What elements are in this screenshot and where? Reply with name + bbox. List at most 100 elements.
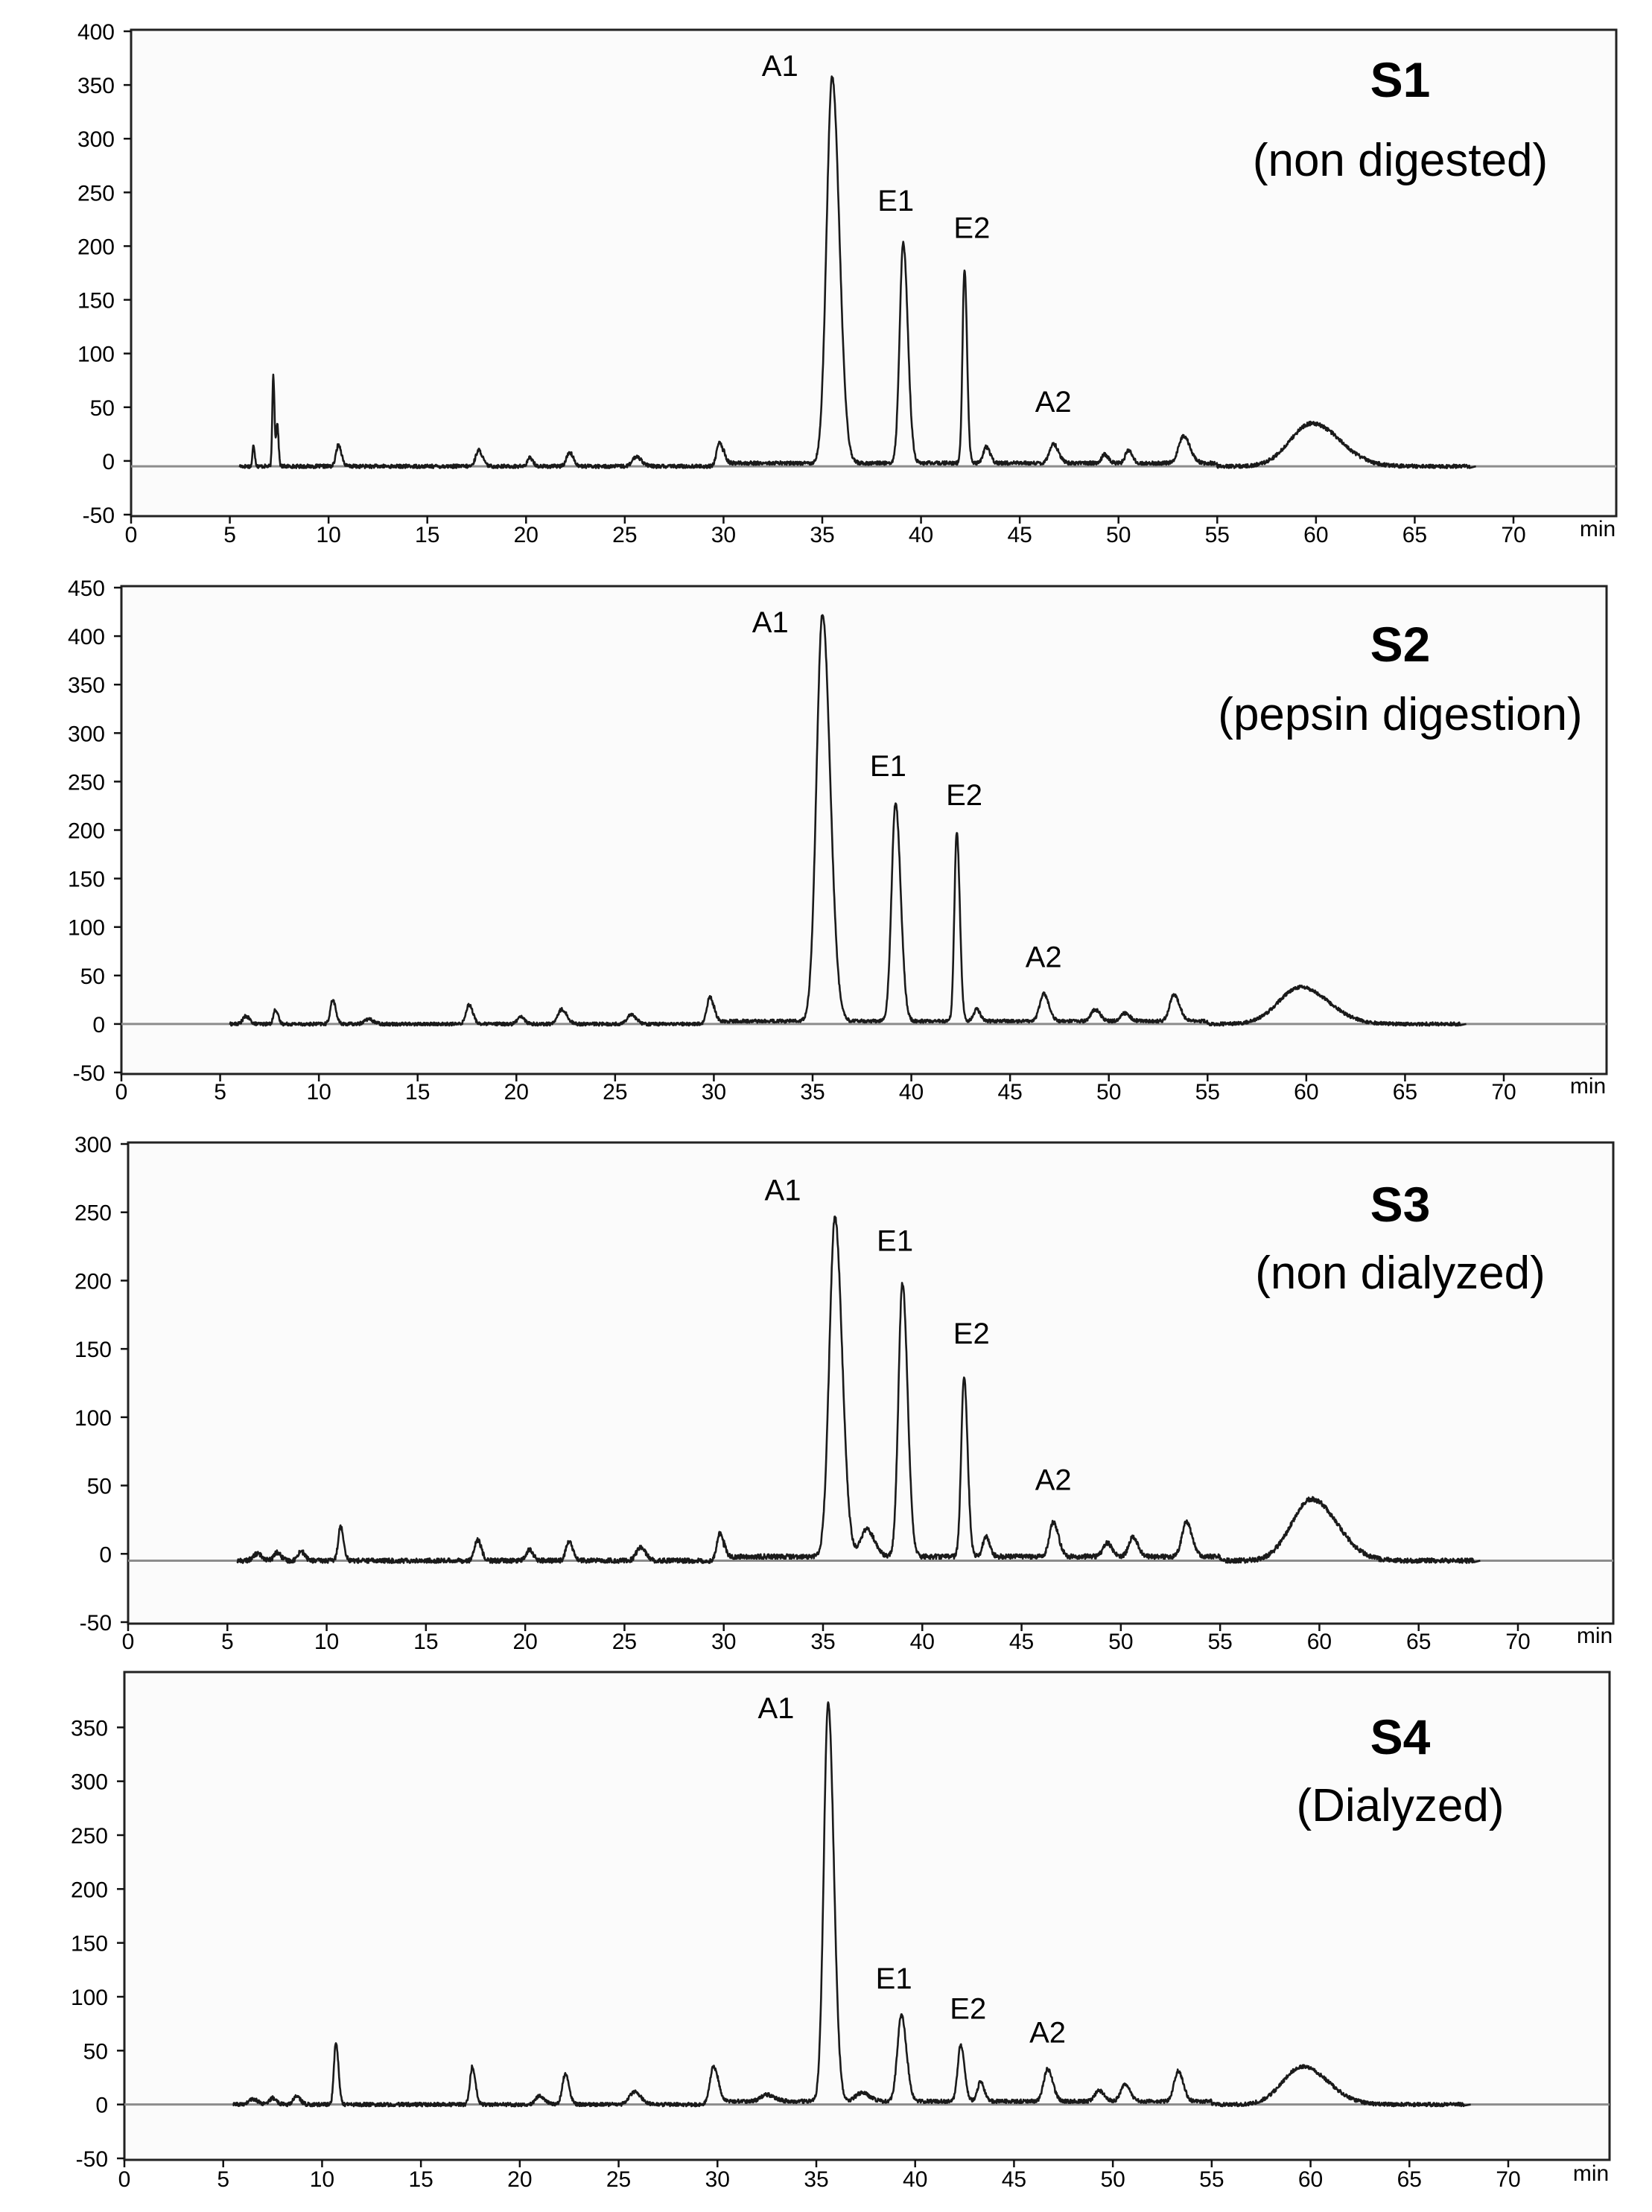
plot-frame [130,28,1618,518]
x-tick-label: 70 [1491,1080,1516,1105]
peak-label-a2: A2 [1029,2016,1066,2049]
x-tick-label: 30 [702,1080,726,1105]
y-tick-label: -50 [73,1061,105,1086]
peak-label-e1: E1 [870,750,906,783]
x-tick-label: 20 [514,523,539,547]
x-tick-label: 65 [1393,1080,1417,1105]
x-tick-label: 60 [1307,1630,1332,1654]
panel-s1: -50 0 50 100 150 200 250 300 350 400 0 5 10 15 20 25 30 3… [77,20,1618,547]
y-tick-label: 350 [68,673,105,698]
peak-label-a1: A1 [762,50,798,83]
y-tick-label: 0 [99,1542,112,1567]
plot-frame [123,1671,1611,2161]
x-tick-label: 60 [1294,1080,1318,1105]
x-tick-label: 25 [603,1080,627,1105]
y-tick-label: 150 [77,289,115,314]
x-tick-label: 5 [217,2167,229,2192]
y-tick-label: 250 [71,1824,108,1849]
x-tick-label: 40 [910,1630,935,1654]
panel-title: S4 [1370,1709,1431,1764]
x-tick-label: 20 [504,1080,529,1105]
peak-label-e2: E2 [946,779,982,812]
x-tick-label: 10 [310,2167,334,2192]
panel-title: S1 [1370,52,1431,107]
x-tick-label: 40 [909,523,933,547]
y-tick-label: 50 [87,1475,112,1499]
x-tick-label: 55 [1195,1080,1220,1105]
x-tick-label: 60 [1298,2167,1323,2192]
panel-subtitle: (non digested) [1253,135,1548,186]
x-tick-label: 5 [214,1080,226,1105]
panel-s3: -50 0 50 100 150 200 250 300 0 5 10 15 20 25 30 35 40 45 5… [74,1133,1615,1654]
x-tick-label: 40 [903,2167,927,2192]
x-tick-label: 55 [1207,1630,1232,1654]
x-tick-label: 5 [223,523,236,547]
y-tick-label: 300 [74,1133,112,1157]
x-tick-label: 55 [1199,2167,1224,2192]
y-tick-label: 250 [68,770,105,795]
y-tick-label: 50 [90,396,115,421]
y-tick-label: 150 [71,1932,108,1957]
x-tick-label: 40 [899,1080,924,1105]
x-tick-label: 65 [1402,523,1427,547]
panel-subtitle: (Dialyzed) [1296,1780,1504,1831]
panel-subtitle: (non dialyzed) [1255,1248,1545,1299]
x-tick-label: 35 [800,1080,825,1105]
peak-label-a2: A2 [1035,386,1072,419]
y-tick-label: 350 [77,74,115,98]
x-tick-label: 15 [405,1080,430,1105]
x-unit-label: min [1580,517,1616,541]
y-tick-label: 400 [68,625,105,649]
panel-s4: -50 0 50 100 150 200 250 300 350 0 5 10 15 20 25 30 35 40… [71,1671,1611,2192]
x-tick-label: 10 [306,1080,331,1105]
x-tick-label: 65 [1397,2167,1422,2192]
y-tick-label: -50 [83,503,115,528]
chromatogram-trace [229,614,1467,1027]
y-tick-label: 0 [102,450,115,474]
x-tick-label: 35 [804,2167,828,2192]
y-tick-label: 400 [77,20,115,45]
x-tick-label: 30 [705,2167,730,2192]
x-tick-label: 50 [1100,2167,1125,2192]
x-tick-label: 25 [612,1630,637,1654]
x-tick-label: 15 [413,1630,438,1654]
peak-label-a1: A1 [752,606,789,639]
x-tick-label: 35 [810,1630,835,1654]
x-tick-label: 60 [1303,523,1328,547]
x-tick-label: 20 [507,2167,532,2192]
peak-label-e1: E1 [877,185,914,217]
y-tick-label: 100 [77,343,115,367]
panel-s2: -50 0 50 100 150 200 250 300 350 400 450 0 5 10 15 20 25… [68,576,1608,1105]
x-tick-label: 50 [1106,523,1131,547]
x-tick-label: 45 [1009,1630,1034,1654]
x-tick-label: 10 [314,1630,339,1654]
peak-label-a1: A1 [765,1174,801,1207]
x-tick-label: 0 [118,2167,131,2192]
x-tick-label: 45 [1007,523,1032,547]
x-tick-label: 0 [115,1080,128,1105]
plot-frame [127,1141,1615,1625]
x-tick-label: 35 [810,523,834,547]
x-tick-label: 45 [1002,2167,1026,2192]
y-tick-label: 250 [74,1201,112,1226]
x-tick-label: 25 [606,2167,631,2192]
y-tick-label: 300 [68,722,105,746]
x-tick-label: 10 [316,523,340,547]
y-tick-label: 150 [74,1338,112,1362]
x-tick-label: 25 [612,523,637,547]
y-tick-label: 50 [80,964,105,989]
y-tick-label: -50 [76,2147,108,2172]
y-tick-label: 200 [74,1269,112,1294]
x-tick-label: 70 [1501,523,1525,547]
x-tick-label: 55 [1205,523,1230,547]
y-tick-label: 150 [68,868,105,892]
y-tick-label: 200 [68,819,105,844]
y-tick-label: 450 [68,576,105,601]
peak-label-a1: A1 [757,1692,794,1725]
chromatogram-trace [236,1215,1481,1564]
x-tick-label: 45 [997,1080,1022,1105]
x-tick-label: 0 [122,1630,135,1654]
x-tick-label: 15 [415,523,439,547]
y-tick-label: 200 [71,1878,108,1902]
chromatogram-trace [232,1701,1471,2108]
